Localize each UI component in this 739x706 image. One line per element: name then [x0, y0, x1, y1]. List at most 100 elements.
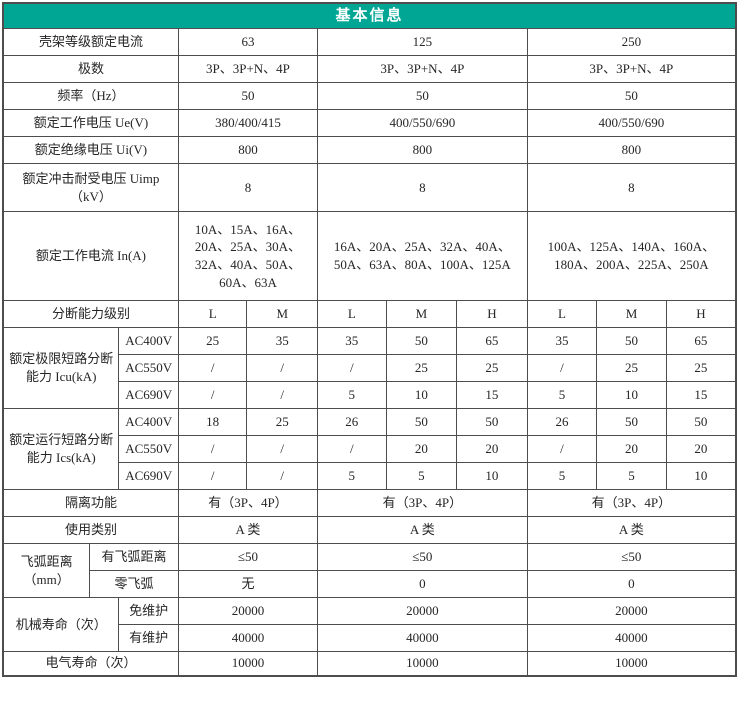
row-rated-current-in: 额定工作电流 In(A) 10A、15A、16A、20A、25A、30A、32A… [2, 211, 737, 301]
cell-value: 50 [665, 408, 737, 436]
cell-value: 20 [596, 435, 667, 463]
cell-value: ≤50 [526, 543, 737, 571]
row-arc-distance: 飞弧距离（mm） 有飞弧距离 ≤50 ≤50 ≤50 [2, 543, 737, 598]
cell-value: 15 [456, 381, 528, 409]
sub-row-label: 有飞弧距离 [89, 543, 179, 571]
cell-value: 20 [665, 435, 737, 463]
cell-value: 800 [317, 136, 528, 164]
cell-value: / [526, 435, 598, 463]
row-label: 频率（Hz） [2, 82, 179, 110]
cell-value: 40000 [177, 624, 319, 652]
cell-value: 50 [526, 82, 737, 110]
cell-value: 8 [526, 163, 737, 212]
cell-value: 800 [177, 136, 319, 164]
sub-row-label: AC550V [118, 354, 179, 382]
cell-value: M [246, 300, 319, 328]
cell-value: M [385, 300, 458, 328]
row-label: 壳架等级额定电流 [2, 28, 179, 56]
cell-value: / [317, 435, 387, 463]
cell-value: 10000 [526, 651, 737, 676]
cell-value: 400/550/690 [317, 109, 528, 137]
cell-value: 10 [596, 381, 667, 409]
cell-value: 50 [596, 408, 667, 436]
row-label: 机械寿命（次） [2, 597, 120, 652]
cell-value: 20000 [526, 597, 737, 625]
row-label: 额定冲击耐受电压 Uimp（kV） [2, 163, 179, 212]
cell-value: H [665, 300, 737, 328]
row-electrical-life: 电气寿命（次） 10000 10000 10000 [2, 651, 737, 676]
cell-value: 15 [665, 381, 737, 409]
row-rated-voltage-ue: 额定工作电压 Ue(V) 380/400/415 400/550/690 400… [2, 109, 737, 137]
cell-value: 800 [526, 136, 737, 164]
cell-value: 3P、3P+N、4P [526, 55, 737, 83]
cell-value: 5 [385, 462, 458, 490]
cell-value: L [526, 300, 598, 328]
cell-value: 10000 [317, 651, 528, 676]
row-ics-ac400v: 额定运行短路分断能力 Ics(kA) AC400V 18 25 26 50 50… [2, 408, 737, 490]
row-label: 额定极限短路分断能力 Icu(kA) [2, 327, 120, 409]
row-label: 分断能力级别 [2, 300, 179, 328]
cell-value: A 类 [177, 516, 319, 544]
cell-value: 8 [317, 163, 528, 212]
row-label: 电气寿命（次） [2, 651, 179, 676]
row-label: 极数 [2, 55, 179, 83]
cell-value: 0 [526, 570, 737, 598]
cell-value: 0 [317, 570, 528, 598]
row-frame-current: 壳架等级额定电流 63 125 250 [2, 28, 737, 56]
cell-value: / [177, 354, 248, 382]
cell-value: 125 [317, 28, 528, 56]
spec-table: 基本信息 壳架等级额定电流 63 125 250 极数 3P、3P+N、4P 3… [2, 2, 737, 677]
cell-value: 50 [456, 408, 528, 436]
cell-value: L [177, 300, 248, 328]
row-breaking-level: 分断能力级别 L M L M H L M H [2, 300, 737, 328]
sub-row-label: AC690V [118, 381, 179, 409]
sub-row-label: 有维护 [118, 624, 179, 652]
cell-value: 25 [385, 354, 458, 382]
row-label: 使用类别 [2, 516, 179, 544]
table-title-row: 基本信息 [2, 2, 737, 29]
cell-value: 18 [177, 408, 248, 436]
cell-value: 10 [665, 462, 737, 490]
cell-value: 35 [317, 327, 387, 355]
cell-value: 50 [385, 408, 458, 436]
cell-value: 250 [526, 28, 737, 56]
sub-row-label: AC690V [118, 462, 179, 490]
cell-value: / [246, 462, 319, 490]
cell-value: 65 [456, 327, 528, 355]
row-insulation-voltage-ui: 额定绝缘电压 Ui(V) 800 800 800 [2, 136, 737, 164]
cell-value: 20 [385, 435, 458, 463]
row-label: 额定运行短路分断能力 Ics(kA) [2, 408, 120, 490]
cell-value: 有（3P、4P） [177, 489, 319, 517]
cell-value: 65 [665, 327, 737, 355]
cell-value: 35 [526, 327, 598, 355]
cell-value: 50 [596, 327, 667, 355]
sub-row-label: AC400V [118, 327, 179, 355]
row-poles: 极数 3P、3P+N、4P 3P、3P+N、4P 3P、3P+N、4P [2, 55, 737, 83]
cell-value: 3P、3P+N、4P [177, 55, 319, 83]
cell-value: 10 [385, 381, 458, 409]
cell-value: H [456, 300, 528, 328]
cell-value: 5 [596, 462, 667, 490]
cell-value: 10000 [177, 651, 319, 676]
row-mech-life-maintenance-free: 机械寿命（次） 免维护 20000 20000 20000 [2, 597, 737, 652]
cell-value: 380/400/415 [177, 109, 319, 137]
row-frequency: 频率（Hz） 50 50 50 [2, 82, 737, 110]
row-label: 额定绝缘电压 Ui(V) [2, 136, 179, 164]
cell-value: / [177, 435, 248, 463]
cell-value: L [317, 300, 387, 328]
cell-value: 5 [526, 381, 598, 409]
row-icu-ac400v: 额定极限短路分断能力 Icu(kA) AC400V 25 35 35 50 65… [2, 327, 737, 409]
cell-value: A 类 [526, 516, 737, 544]
cell-value: / [177, 462, 248, 490]
sub-row-label: 免维护 [118, 597, 179, 625]
cell-value: 有（3P、4P） [317, 489, 528, 517]
cell-value: 10 [456, 462, 528, 490]
row-label: 飞弧距离（mm） [2, 543, 91, 598]
cell-value: 无 [177, 570, 319, 598]
sub-row-label: 零飞弧 [89, 570, 179, 598]
cell-value: / [246, 381, 319, 409]
cell-value: 5 [317, 381, 387, 409]
row-zero-arc: 零飞弧 无 0 0 [3, 570, 737, 598]
row-impulse-voltage-uimp: 额定冲击耐受电压 Uimp（kV） 8 8 8 [2, 163, 737, 212]
row-icu-ac550v: AC550V / / / 25 25 / 25 25 [3, 354, 737, 382]
